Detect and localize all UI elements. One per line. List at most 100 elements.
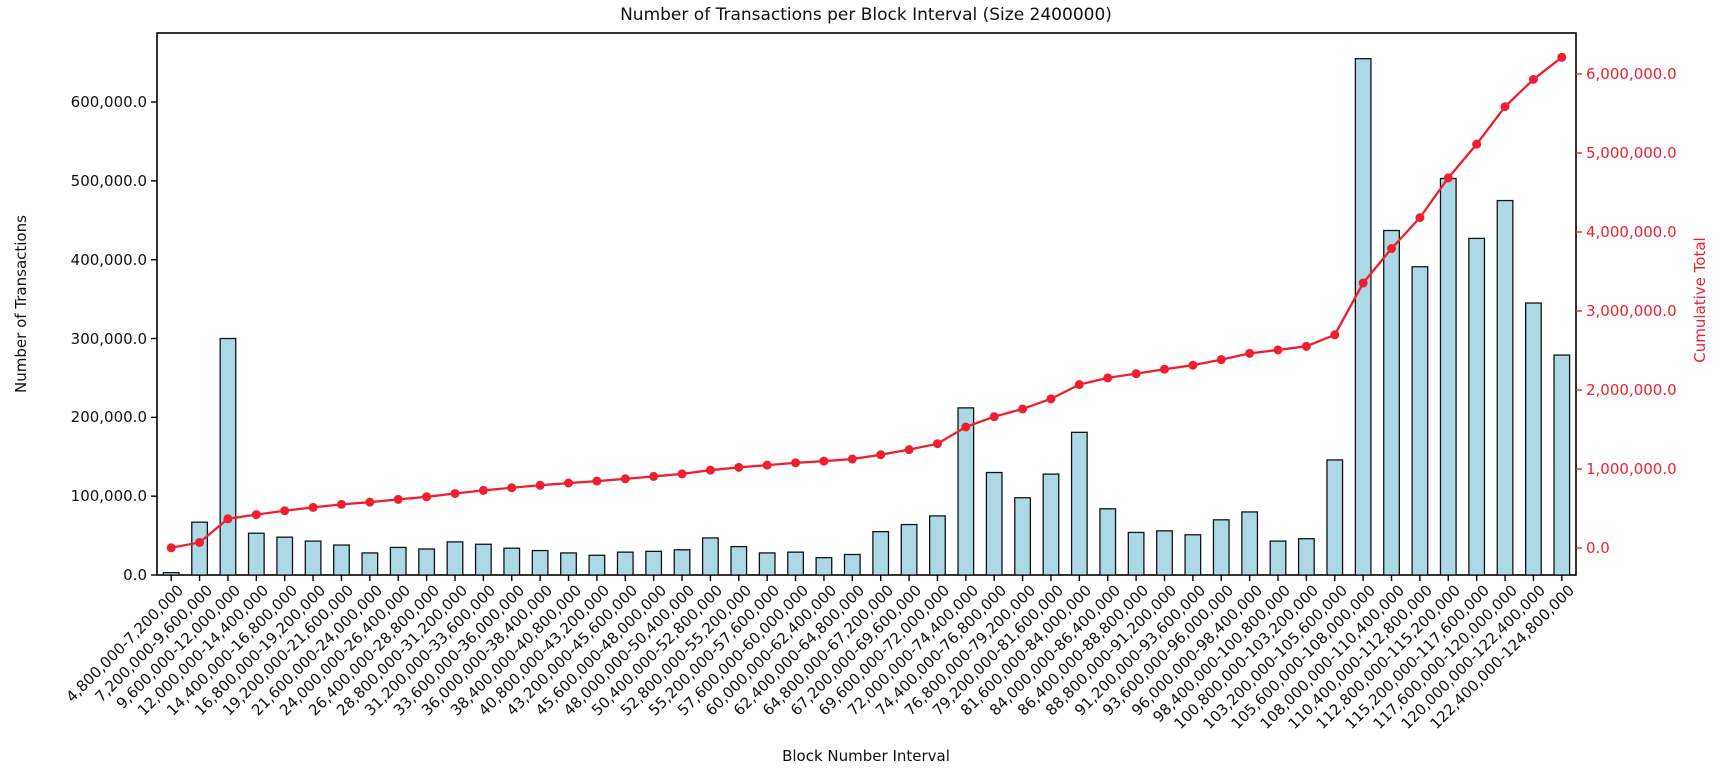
bar — [900, 523, 918, 576]
cumulative-point — [1018, 404, 1028, 414]
bar — [247, 532, 265, 576]
bar — [1524, 302, 1542, 576]
bar — [219, 337, 237, 576]
bar — [957, 407, 975, 576]
cumulative-point — [961, 422, 971, 432]
cumulative-point — [1387, 244, 1397, 254]
cumulative-point — [308, 502, 318, 512]
bar — [446, 541, 464, 576]
cumulative-point — [1216, 355, 1226, 365]
cumulative-point — [762, 460, 772, 470]
bar — [985, 471, 1003, 576]
chart-title: Number of Transactions per Block Interva… — [620, 5, 1112, 25]
bar — [1042, 473, 1060, 576]
cumulative-point — [195, 537, 205, 547]
cumulative-point — [564, 478, 574, 488]
bar — [1241, 511, 1259, 576]
bar — [276, 536, 294, 576]
bar — [531, 549, 549, 576]
cumulative-point — [507, 483, 517, 493]
cumulative-point — [1103, 373, 1113, 383]
cumulative-point — [1528, 74, 1538, 84]
cumulative-point — [251, 510, 261, 520]
cumulative-point — [904, 445, 914, 455]
bar — [474, 543, 492, 576]
cumulative-point — [649, 471, 659, 481]
bar — [1269, 540, 1287, 576]
bar — [1099, 508, 1117, 576]
y-axis-left-title: Number of Transactions — [12, 215, 30, 393]
cumulative-point — [734, 462, 744, 472]
cumulative-point — [1330, 330, 1340, 340]
cumulative-point — [535, 480, 545, 490]
bar — [560, 552, 577, 576]
cumulative-point — [847, 454, 857, 464]
bar — [645, 550, 663, 576]
y-left-tick-label: 200,000.0 — [70, 408, 147, 427]
y-right-tick-label: 2,000,000.0 — [1586, 381, 1677, 399]
bar — [929, 515, 946, 576]
cumulative-point — [450, 488, 460, 498]
cumulative-point — [1500, 102, 1510, 112]
cumulative-point — [1273, 345, 1283, 355]
cumulative-point — [422, 492, 432, 502]
bar — [1383, 229, 1400, 576]
cumulative-point — [677, 469, 687, 479]
y-right-tick-label: 5,000,000.0 — [1586, 144, 1677, 162]
cumulative-point — [1159, 364, 1169, 374]
x-axis-title: Block Number Interval — [782, 747, 950, 765]
bar — [815, 557, 833, 576]
cumulative-point — [223, 514, 233, 524]
bar — [162, 571, 180, 576]
cumulative-point — [1188, 360, 1198, 370]
cumulative-point — [365, 497, 375, 507]
bar — [1070, 431, 1088, 576]
y-right-tick-label: 4,000,000.0 — [1586, 223, 1677, 241]
cumulative-point — [705, 465, 715, 475]
cumulative-point — [989, 412, 999, 422]
bar — [1553, 354, 1571, 576]
bar — [1326, 459, 1344, 576]
bar — [1212, 519, 1230, 576]
cumulative-point — [166, 543, 176, 553]
bar — [361, 552, 379, 576]
bar — [1014, 497, 1032, 576]
bar — [701, 537, 719, 576]
cumulative-point — [1415, 213, 1425, 223]
bar — [588, 554, 606, 576]
bar — [418, 548, 436, 576]
cumulative-point — [1301, 341, 1311, 351]
y-right-tick-label: 0.0 — [1586, 539, 1610, 557]
y-right-tick-label: 1,000,000.0 — [1586, 460, 1677, 478]
cumulative-point — [592, 476, 602, 486]
bar — [1496, 199, 1514, 576]
bar — [758, 552, 776, 576]
bar — [616, 551, 634, 576]
bar — [304, 540, 322, 576]
y-left-tick-label: 100,000.0 — [70, 487, 147, 506]
bar — [1184, 534, 1202, 576]
cumulative-point — [1245, 348, 1255, 358]
y-left-tick-label: 600,000.0 — [70, 93, 147, 112]
bar — [872, 530, 890, 576]
cumulative-point — [1358, 278, 1368, 288]
bar — [389, 546, 407, 576]
bar — [787, 551, 805, 576]
cumulative-point — [1074, 380, 1084, 390]
cumulative-point — [819, 456, 829, 466]
y-right-tick-label: 6,000,000.0 — [1586, 65, 1677, 83]
cumulative-point — [1131, 369, 1141, 379]
cumulative-point — [876, 450, 886, 460]
cumulative-point — [1443, 173, 1453, 183]
bar — [333, 544, 350, 576]
cumulative-line — [170, 56, 1563, 549]
cumulative-point — [1472, 139, 1482, 149]
plot-spines — [156, 32, 1577, 576]
y-right-tick-label: 3,000,000.0 — [1586, 302, 1677, 320]
y-left-tick-label: 300,000.0 — [70, 329, 147, 348]
y-left-tick-label: 0.0 — [123, 566, 147, 584]
y-axis-right-title: Cumulative Total — [1691, 237, 1709, 363]
bar — [1439, 177, 1457, 576]
